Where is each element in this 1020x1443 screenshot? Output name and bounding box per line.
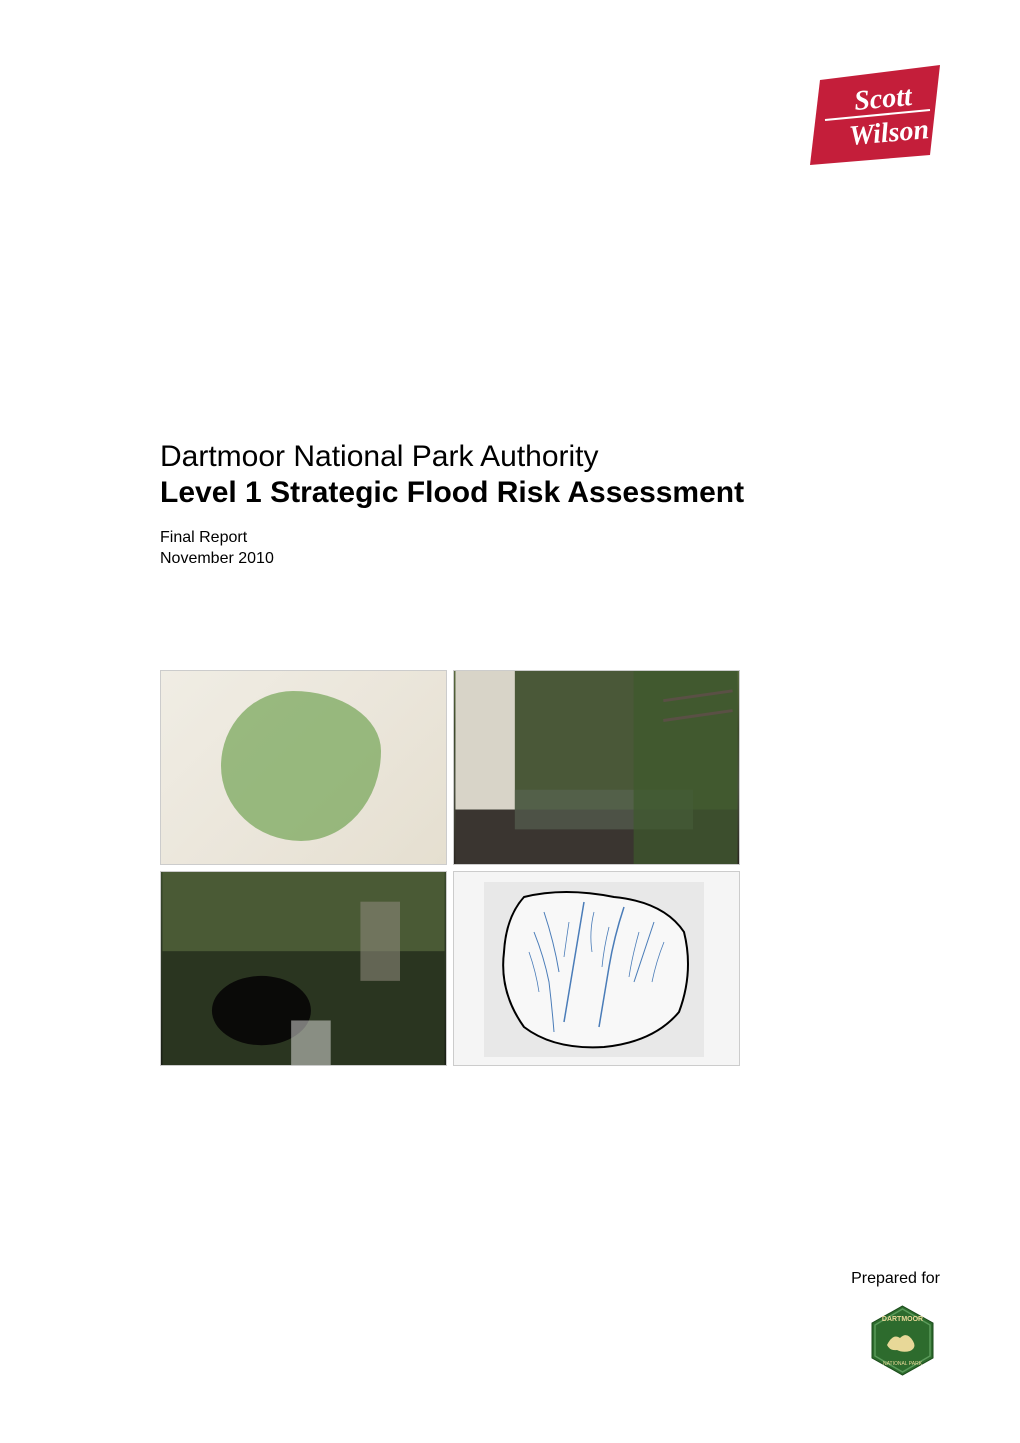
image-hydrological-map [453, 871, 740, 1066]
title-section: Dartmoor National Park Authority Level 1… [160, 440, 940, 510]
map-boundary-overlay [221, 691, 381, 841]
footer-section: Prepared for DARTMOOR NATIONAL PARK [851, 1270, 940, 1383]
image-grid [160, 670, 740, 1066]
image-topographic-map [160, 670, 447, 865]
scott-wilson-logo-container: Scott Wilson [800, 60, 940, 170]
report-type: Final Report [160, 528, 940, 549]
page-container: Scott Wilson Dartmoor National Park Auth… [0, 0, 1020, 1443]
stream-scene-svg [161, 872, 446, 1065]
title-document: Level 1 Strategic Flood Risk Assessment [160, 476, 940, 510]
prepared-for-label: Prepared for [851, 1270, 940, 1288]
scott-wilson-logo: Scott Wilson [800, 60, 940, 170]
hydro-map-svg [484, 882, 704, 1057]
report-date: November 2010 [160, 549, 940, 570]
river-scene-svg [454, 671, 739, 864]
image-river-photo [453, 670, 740, 865]
dartmoor-text-top: DARTMOOR [882, 1316, 923, 1323]
dartmoor-logo: DARTMOOR NATIONAL PARK [865, 1303, 940, 1378]
title-authority: Dartmoor National Park Authority [160, 440, 940, 474]
dartmoor-text-bottom: NATIONAL PARK [883, 1361, 923, 1367]
image-stream-photo [160, 871, 447, 1066]
subtitle-section: Final Report November 2010 [160, 528, 940, 570]
